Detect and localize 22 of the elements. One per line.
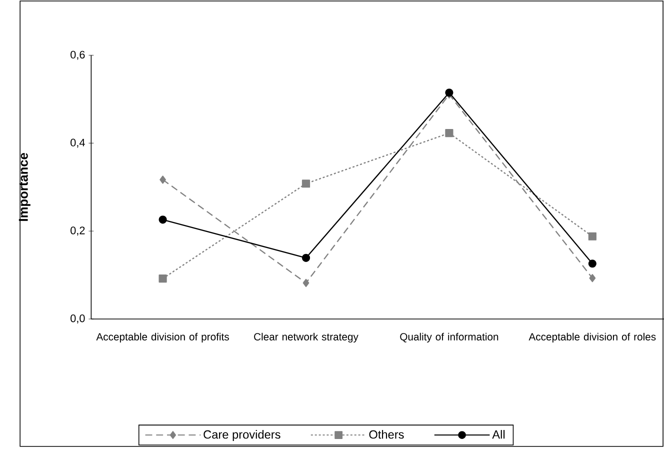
x-tick-label: Acceptable division of profits (96, 332, 229, 342)
x-tick-label: Clear network strategy (254, 332, 358, 342)
legend-label: Others (369, 430, 404, 439)
point (445, 128, 454, 138)
point (160, 175, 166, 184)
y-tick-label: 0,2 (70, 226, 85, 236)
point (588, 232, 596, 240)
y-tick-label: 0,6 (70, 50, 85, 60)
point (589, 274, 596, 282)
y-axis-title: Importance (18, 152, 30, 221)
point (302, 254, 310, 262)
legend-label: All (492, 430, 505, 438)
point (158, 274, 167, 282)
x-tick-label: Quality of information (400, 332, 498, 342)
point (302, 278, 310, 287)
y-tick-label: 0,0 (70, 314, 85, 324)
y-tick-label: 0,4 (70, 138, 85, 148)
point (302, 179, 310, 188)
legend-label: Care providers (204, 430, 280, 441)
x-tick-label: Acceptable division of roles (528, 332, 656, 342)
point (158, 215, 167, 224)
point (588, 259, 596, 268)
